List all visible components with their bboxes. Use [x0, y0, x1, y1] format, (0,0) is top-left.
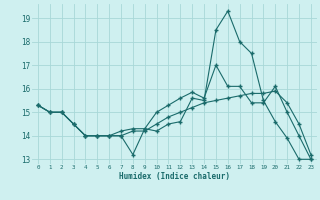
X-axis label: Humidex (Indice chaleur): Humidex (Indice chaleur)	[119, 172, 230, 181]
